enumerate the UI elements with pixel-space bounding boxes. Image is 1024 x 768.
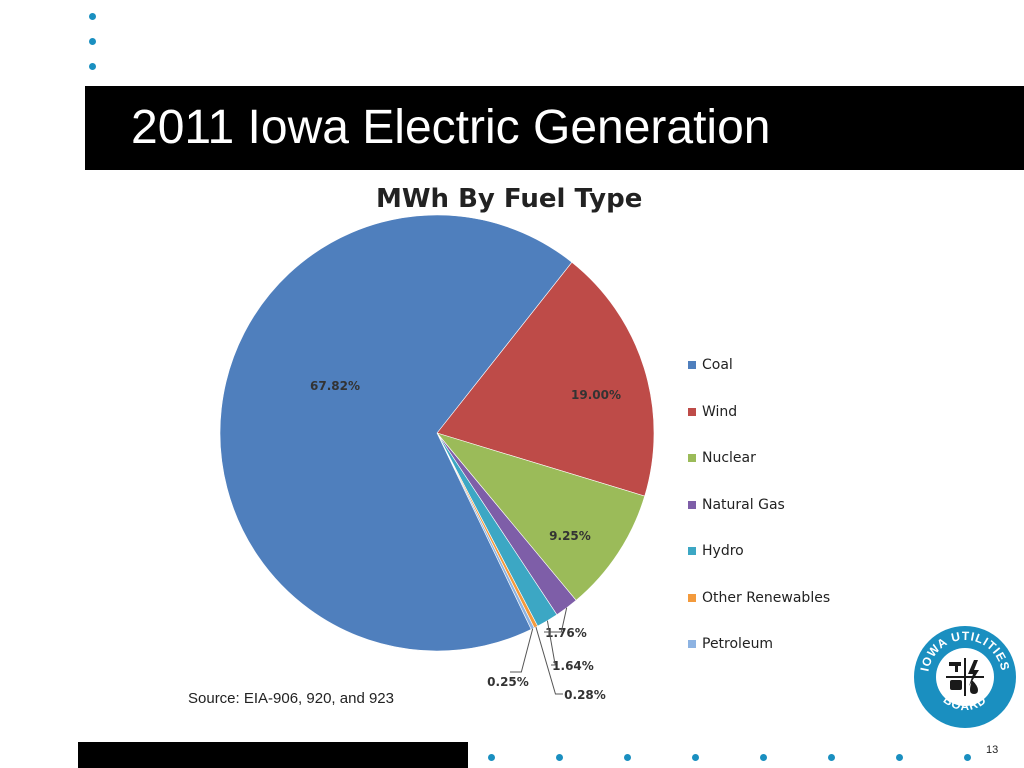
data-label-wind: 19.00% (571, 388, 621, 402)
decorative-dot (488, 754, 495, 761)
legend-label: Nuclear (702, 450, 756, 466)
leader-line-other-renewables (535, 626, 563, 695)
data-label-natural-gas: 1.76% (545, 626, 587, 640)
data-label-coal: 67.82% (310, 379, 360, 393)
decorative-dot (624, 754, 631, 761)
legend-label: Other Renewables (702, 589, 831, 606)
legend-label: Coal (702, 357, 733, 373)
legend-swatch (688, 640, 696, 648)
footer-bar (78, 742, 468, 768)
legend-item-other-renewables: Other Renewables (688, 589, 830, 607)
legend-swatch (688, 593, 696, 602)
decorative-dot (89, 13, 96, 20)
legend-label: Natural Gas (702, 496, 785, 513)
decorative-dot (896, 754, 903, 761)
source-note: Source: EIA-906, 920, and 923 (188, 690, 394, 707)
decorative-dot (89, 63, 96, 70)
leader-line-hydro (546, 620, 556, 666)
legend-item-coal: Coal (688, 356, 733, 374)
decorative-dot (89, 38, 96, 45)
slide-title: 2011 Iowa Electric Generation (131, 101, 771, 154)
legend-swatch (688, 454, 696, 462)
data-label-hydro: 1.64% (552, 659, 594, 673)
decorative-dot (964, 754, 971, 761)
legend-item-wind: Wind (688, 403, 737, 421)
data-label-other-renewables: 0.28% (564, 688, 606, 702)
logo-text-bottom: BOARD (941, 692, 988, 713)
legend-swatch (688, 547, 696, 555)
pie-slice-coal (219, 214, 573, 652)
decorative-dot (828, 754, 835, 761)
page-number: 13 (986, 744, 999, 756)
legend-label: Wind (702, 403, 738, 420)
svg-text:BOARD: BOARD (941, 692, 989, 713)
legend-swatch (688, 500, 696, 509)
legend-item-natural-gas: Natural Gas (688, 496, 785, 514)
data-label-petroleum: 0.25% (487, 675, 529, 689)
decorative-dot (760, 754, 767, 761)
legend-swatch (688, 361, 696, 369)
legend-label: Petroleum (702, 636, 774, 652)
legend-item-nuclear: Nuclear (688, 449, 756, 467)
iowa-utilities-board-logo: IOWA UTILITIES BOARD (914, 626, 1016, 728)
leader-line-petroleum (510, 628, 534, 673)
title-bar: 2011 Iowa Electric Generation (85, 86, 1024, 170)
pie-slice-nuclear (436, 432, 646, 601)
decorative-dot (556, 754, 563, 761)
legend-swatch (688, 407, 696, 416)
data-label-nuclear: 9.25% (549, 529, 591, 543)
pie-slice-wind (436, 261, 655, 497)
legend-item-hydro: Hydro (688, 542, 744, 560)
legend-item-petroleum: Petroleum (688, 635, 773, 653)
decorative-dot (692, 754, 699, 761)
chart-title: MWh By Fuel Type (376, 184, 643, 214)
legend-label: Hydro (702, 543, 744, 559)
utility-icons (946, 658, 984, 696)
